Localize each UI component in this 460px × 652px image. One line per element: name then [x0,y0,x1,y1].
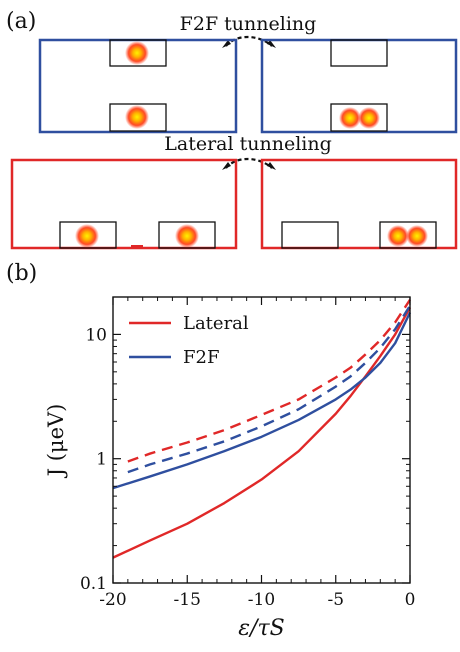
electron-dot [125,41,149,65]
y-tick-label: 10 [85,325,107,345]
lateral-left-dot-frame-a [59,221,117,249]
x-tick-label: -15 [174,590,201,610]
lateral-arrow-head-left [222,162,231,170]
x-tick-label: -20 [99,590,126,610]
y-axis-label: J (μeV) [44,404,68,479]
series-line-0 [112,306,412,559]
line-chart: -20 -15 -10 -5 0 0.1 1 10 ε/τS J (μeV) Lateral F2F [44,296,416,641]
legend-label-1: F2F [183,347,219,368]
lateral-caption: Lateral tunneling [164,133,332,155]
electron-dot [339,107,361,129]
f2f-right-bottom-dot-frame [330,103,388,132]
panel-a: (a) F2F tunneling Lateral tunneling [6,9,458,250]
f2f-left-top-dot-frame [109,39,167,67]
electron-dot [175,224,199,248]
f2f-arrow-head-left [222,40,231,48]
legend-label-0: Lateral [183,313,249,334]
x-axis-label: ε/τS [238,616,284,641]
series-line-1 [112,312,412,490]
plot-frame [112,296,411,584]
x-tick-label: -10 [248,590,275,610]
y-tick-label: 0.1 [80,574,107,594]
panel-b: (b) -20 -15 -10 -5 0 0.1 1 10 ε/τS J (μeV) Lateral… [6,261,415,641]
panel-a-label: (a) [6,9,36,34]
series-line-3 [127,305,412,474]
electron-dot [387,225,409,247]
electron-dot [406,225,428,247]
electron-dot [75,224,99,248]
f2f-left-bottom-dot-frame [109,103,167,132]
y-tick-label: 1 [96,450,107,470]
lateral-right-box [260,158,458,250]
electron-dot [125,105,149,129]
lateral-right-dot-frame-b [379,221,437,249]
lateral-right-dot-frame-a [281,221,339,249]
lateral-left-box [10,158,238,250]
f2f-right-top-dot-frame [330,39,388,67]
series-line-2 [127,299,412,463]
x-tick-label: 0 [405,590,416,610]
f2f-tunnel-arrow [225,35,273,47]
lateral-arrow-head-right [267,162,276,170]
f2f-caption: F2F tunneling [180,13,317,35]
x-tick-label: -5 [327,590,344,610]
f2f-arrow-head-right [267,40,276,48]
panel-b-label: (b) [6,261,37,286]
electron-dot [358,107,380,129]
